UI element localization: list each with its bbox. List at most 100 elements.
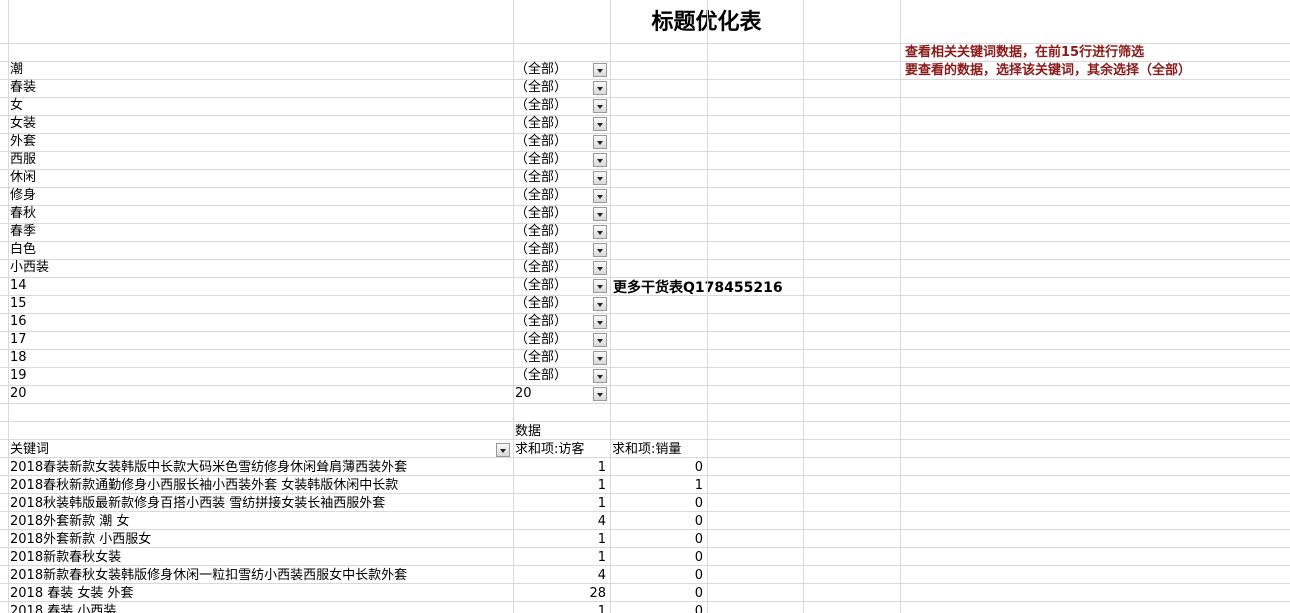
filter-value[interactable]: （全部） [515,332,568,347]
grid-line [0,151,1290,152]
sheet-title: 标题优化表 [651,10,762,35]
filter-label: 外套 [10,134,37,149]
filter-value[interactable]: （全部） [515,314,568,329]
grid-line [803,0,804,613]
filter-value[interactable]: （全部） [515,152,568,167]
grid-line [0,331,1290,332]
pivot-value: 0 [694,604,703,613]
pivot-keyword: 2018 春装 女装 外套 [10,586,134,601]
filter-value[interactable]: （全部） [515,170,568,185]
filter-value[interactable]: （全部） [515,260,568,275]
dropdown-button[interactable] [593,369,607,383]
grid-line [900,0,901,613]
pivot-value: 0 [694,496,703,511]
filter-value[interactable]: （全部） [515,134,568,149]
dropdown-button[interactable] [593,225,607,239]
pivot-value: 0 [694,568,703,583]
dropdown-button[interactable] [593,81,607,95]
filter-value[interactable]: （全部） [515,62,568,77]
pivot-value: 4 [597,514,606,529]
filter-label: 18 [10,350,27,365]
filter-label: 休闲 [10,170,37,185]
grid-line [0,367,1290,368]
pivot-value: 0 [694,460,703,475]
pivot-keyword: 2018新款春秋女装 [10,550,122,565]
filter-value[interactable]: （全部） [515,98,568,113]
grid-line [0,385,1290,386]
grid-line [8,0,9,613]
filter-value[interactable]: （全部） [515,296,568,311]
dropdown-button[interactable] [593,315,607,329]
grid-line [0,493,1290,494]
filter-label: 潮 [10,62,24,77]
grid-line [0,457,1290,458]
grid-line [0,439,1290,440]
grid-line [610,0,611,613]
filter-label: 春季 [10,224,37,239]
dropdown-button[interactable] [593,351,607,365]
dropdown-button[interactable] [593,261,607,275]
dropdown-button[interactable] [593,153,607,167]
pivot-value: 28 [589,586,606,601]
pivot-value: 0 [694,550,703,565]
filter-value[interactable]: （全部） [515,188,568,203]
grid-line [0,79,1290,80]
filter-label: 14 [10,278,27,293]
dropdown-button[interactable] [593,171,607,185]
filter-value[interactable]: （全部） [515,278,568,293]
pivot-keyword: 2018新款春秋女装韩版修身休闲一粒扣雪纺小西装西服女中长款外套 [10,568,408,583]
pivot-value: 1 [694,478,703,493]
filter-label: 15 [10,296,27,311]
grid-line [0,547,1290,548]
dropdown-button[interactable] [593,99,607,113]
filter-label: 19 [10,368,27,383]
grid-line [0,115,1290,116]
dropdown-button[interactable] [593,117,607,131]
filter-value[interactable]: （全部） [515,116,568,131]
dropdown-button[interactable] [593,243,607,257]
note-line: 要查看的数据，选择该关键词，其余选择（全部） [905,63,1192,78]
filter-value[interactable]: 20 [515,386,532,401]
grid-line [0,97,1290,98]
filter-value[interactable]: （全部） [515,224,568,239]
grid-line [0,223,1290,224]
pivot-value: 1 [597,550,606,565]
dropdown-button[interactable] [593,63,607,77]
filter-label: 西服 [10,152,37,167]
pivot-column-header: 求和项:销量 [612,442,682,457]
grid-line [0,295,1290,296]
filter-label: 女装 [10,116,37,131]
grid-line [0,61,1290,62]
grid-line [0,133,1290,134]
filter-value[interactable]: （全部） [515,206,568,221]
filter-label: 20 [10,386,27,401]
dropdown-button[interactable] [593,387,607,401]
grid-line [0,277,1290,278]
dropdown-button[interactable] [496,443,510,457]
grid-line [0,313,1290,314]
pivot-value: 1 [597,532,606,547]
filter-value[interactable]: （全部） [515,80,568,95]
note-line: 查看相关关键词数据，在前15行进行筛选 [905,45,1145,60]
pivot-value: 1 [597,496,606,511]
pivot-keyword: 2018外套新款 潮 女 [10,514,130,529]
filter-value[interactable]: （全部） [515,368,568,383]
filter-value[interactable]: （全部） [515,350,568,365]
pivot-value: 1 [597,478,606,493]
dropdown-button[interactable] [593,333,607,347]
pivot-value: 0 [694,514,703,529]
grid-line [0,583,1290,584]
dropdown-button[interactable] [593,189,607,203]
grid-line [0,421,1290,422]
grid-line [0,205,1290,206]
dropdown-button[interactable] [593,135,607,149]
dropdown-button[interactable] [593,279,607,293]
dropdown-button[interactable] [593,207,607,221]
filter-label: 小西装 [10,260,50,275]
grid-line [0,241,1290,242]
dropdown-button[interactable] [593,297,607,311]
promo-text: 更多干货表Q178455216 [613,280,783,296]
grid-line [0,565,1290,566]
filter-value[interactable]: （全部） [515,242,568,257]
